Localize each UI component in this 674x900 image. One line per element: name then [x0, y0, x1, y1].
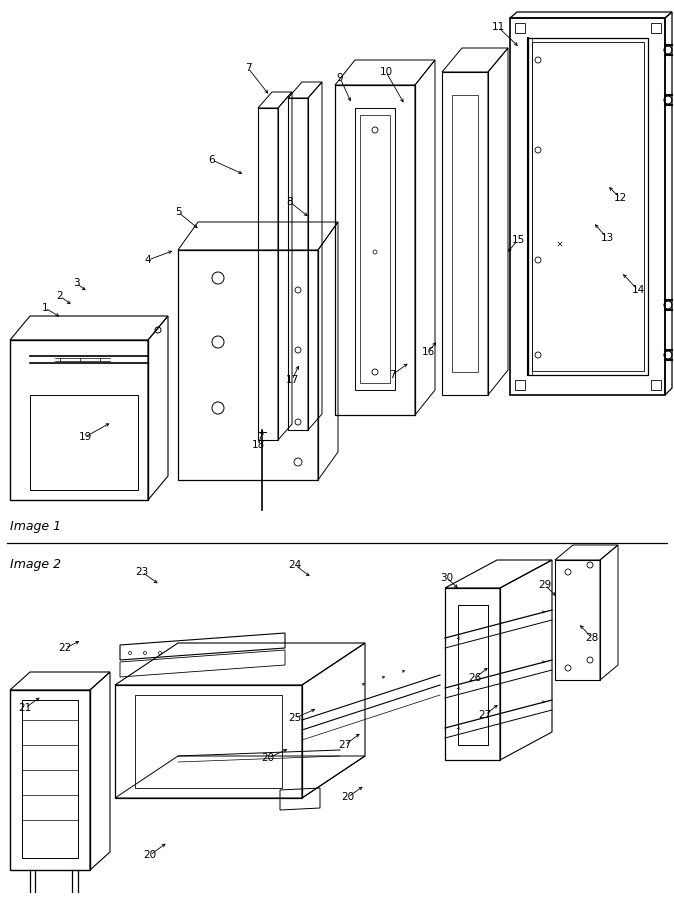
Text: 27: 27	[338, 740, 352, 750]
Text: 18: 18	[251, 440, 265, 450]
Text: 20: 20	[262, 753, 274, 763]
Text: 30: 30	[440, 573, 454, 583]
Text: 9: 9	[337, 73, 343, 83]
Text: 25: 25	[288, 713, 302, 723]
Text: Image 1: Image 1	[10, 520, 61, 533]
Text: 24: 24	[288, 560, 302, 570]
Text: 29: 29	[539, 580, 551, 590]
Text: 19: 19	[78, 432, 92, 442]
Text: 4: 4	[145, 255, 151, 265]
Text: 20: 20	[144, 850, 156, 860]
Text: 6: 6	[209, 155, 215, 165]
Text: 3: 3	[73, 278, 80, 288]
Text: 20: 20	[342, 792, 355, 802]
Text: 10: 10	[379, 67, 392, 77]
Text: 27: 27	[479, 710, 491, 720]
Text: 13: 13	[601, 233, 613, 243]
Text: 1: 1	[42, 303, 49, 313]
Text: 11: 11	[491, 22, 505, 32]
Text: 22: 22	[59, 643, 71, 653]
Text: 8: 8	[286, 197, 293, 207]
Text: 15: 15	[512, 235, 524, 245]
Text: 14: 14	[632, 285, 644, 295]
Text: 7: 7	[389, 370, 396, 380]
Text: 21: 21	[18, 703, 32, 713]
Text: 17: 17	[285, 375, 299, 385]
Text: 23: 23	[135, 567, 149, 577]
Text: 5: 5	[175, 207, 181, 217]
Text: 2: 2	[57, 291, 63, 301]
Text: 26: 26	[468, 673, 482, 683]
Text: 28: 28	[586, 633, 599, 643]
Text: 12: 12	[613, 193, 627, 203]
Text: 16: 16	[421, 347, 435, 357]
Text: 7: 7	[245, 63, 251, 73]
Text: Image 2: Image 2	[10, 558, 61, 571]
